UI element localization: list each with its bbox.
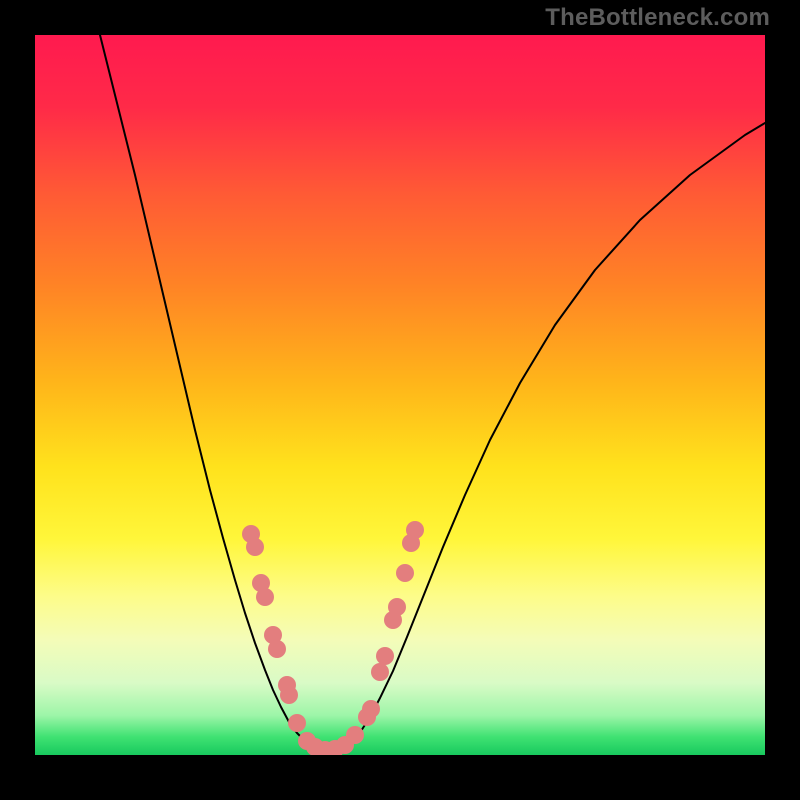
data-marker: [406, 521, 424, 539]
gradient-background: [35, 35, 765, 755]
data-marker: [246, 538, 264, 556]
data-marker: [268, 640, 286, 658]
data-marker: [288, 714, 306, 732]
data-marker: [371, 663, 389, 681]
watermark-text: TheBottleneck.com: [545, 4, 770, 32]
data-marker: [256, 588, 274, 606]
data-marker: [396, 564, 414, 582]
data-marker: [280, 686, 298, 704]
data-marker: [362, 700, 380, 718]
data-marker: [376, 647, 394, 665]
plot-area: [35, 35, 765, 755]
data-marker: [346, 726, 364, 744]
data-marker: [388, 598, 406, 616]
chart-frame: TheBottleneck.com: [0, 0, 800, 800]
plot-svg: [35, 35, 765, 755]
